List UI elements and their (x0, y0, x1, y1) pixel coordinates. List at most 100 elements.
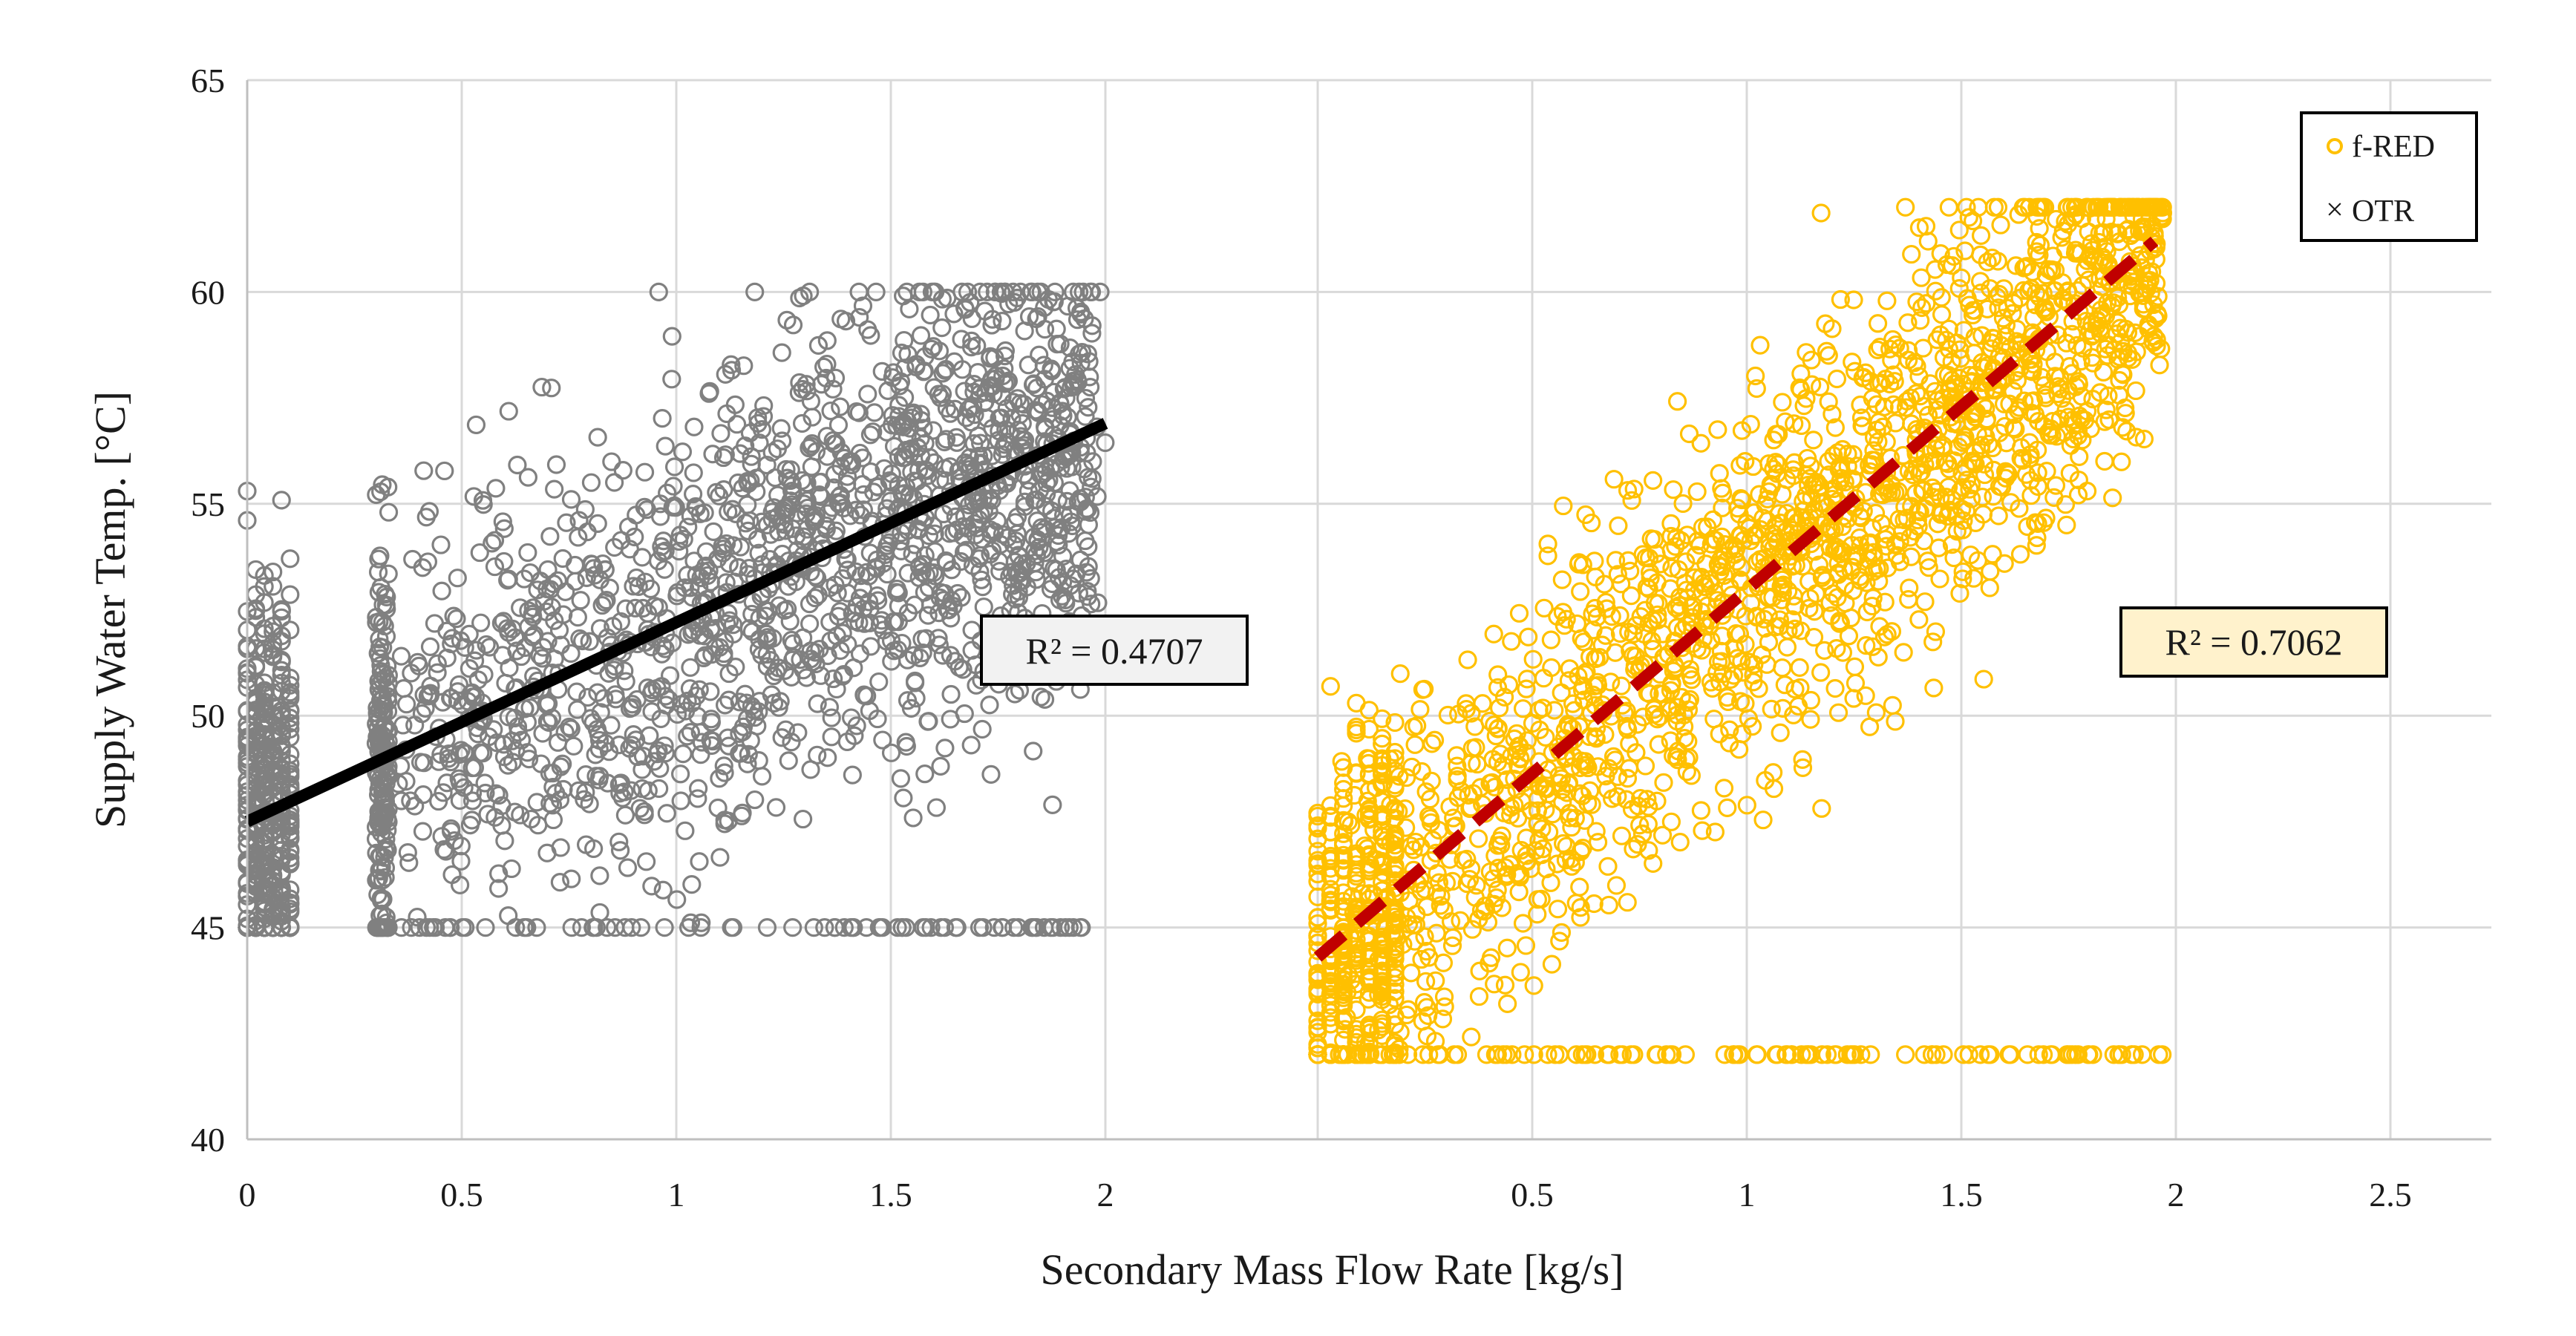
otr-point (884, 436, 904, 456)
otr-point (586, 917, 606, 937)
f-red-point (1718, 798, 1737, 817)
f-red-point (1785, 679, 1805, 699)
otr-point (906, 673, 925, 692)
f-red-point (1819, 392, 1838, 411)
otr-point (1021, 282, 1041, 301)
f-red-point (1536, 727, 1555, 747)
f-red-point (1990, 284, 2009, 304)
otr-point (403, 549, 422, 569)
otr-point (1013, 571, 1032, 591)
otr-point (379, 917, 398, 937)
otr-point (577, 568, 596, 587)
otr-point (448, 569, 467, 588)
f-red-point (1347, 874, 1366, 893)
f-red-point (1390, 1039, 1409, 1058)
otr-point (794, 494, 814, 514)
otr-point (367, 714, 386, 733)
f-red-point (1373, 855, 1392, 874)
f-red-point (1308, 803, 1327, 823)
f-red-point (1406, 915, 1426, 934)
f-red-point (2147, 336, 2166, 356)
otr-point (723, 917, 743, 937)
otr-point (372, 690, 392, 709)
f-red-point (1869, 647, 1888, 667)
otr-point (281, 686, 300, 705)
otr-point (739, 521, 758, 540)
otr-point (600, 578, 619, 597)
otr-point (576, 782, 595, 802)
otr-point (817, 354, 837, 374)
f-red-point (1693, 517, 1713, 537)
otr-point (545, 479, 564, 499)
f-red-point (2127, 342, 2146, 361)
legend-label-f-red: f-RED (2352, 130, 2435, 164)
f-red-point (1777, 638, 1797, 657)
f-red-point (1577, 756, 1596, 775)
f-red-point (1451, 911, 1470, 930)
f-red-point (1732, 652, 1751, 671)
otr-point (376, 868, 395, 887)
otr-point (846, 500, 866, 520)
f-red-point (1495, 975, 1515, 995)
otr-point (766, 798, 786, 817)
otr-point (811, 666, 831, 685)
otr-point (1088, 593, 1108, 612)
f-red-point (1321, 677, 1340, 696)
f-red-point (1308, 926, 1327, 945)
otr-point (611, 612, 630, 632)
f-red-point (2140, 270, 2160, 290)
f-red-point (2153, 1045, 2172, 1064)
f-red-point (1467, 876, 1486, 895)
otr-point (681, 658, 700, 677)
otr-point (996, 420, 1016, 439)
otr-point (1027, 309, 1046, 329)
otr-point (706, 638, 725, 657)
otr-point (929, 629, 948, 648)
f-red-point (1915, 1045, 1934, 1064)
otr-point (719, 664, 739, 684)
legend-entry-otr: × OTR (2326, 193, 2414, 229)
f-red-point (1385, 944, 1405, 964)
f-red-point (2019, 281, 2039, 301)
otr-point (843, 765, 862, 785)
f-red-point (1786, 555, 1805, 575)
otr-point (1082, 316, 1102, 335)
otr-point (801, 391, 821, 411)
otr-point (428, 654, 447, 673)
f-red-point (1359, 1015, 1379, 1035)
f-red-point (2001, 493, 2021, 512)
f-red-point (1373, 762, 1392, 781)
legend: f-RED × OTR (2300, 111, 2478, 242)
f-red-point (1598, 857, 1618, 876)
otr-point (433, 692, 453, 712)
otr-point (538, 632, 558, 651)
f-red-point (1856, 686, 1875, 705)
f-red-point (1511, 865, 1530, 884)
f-red-point (1462, 920, 1482, 939)
f-red-point (1562, 857, 1581, 876)
otr-point (789, 383, 808, 402)
otr-point (1010, 405, 1030, 425)
f-red-point (1621, 561, 1640, 580)
f-red-point (1554, 496, 1573, 516)
f-red-point (1876, 370, 1895, 389)
otr-point (780, 612, 800, 631)
otr-point (635, 462, 655, 482)
otr-point (865, 403, 884, 422)
f-red-point (2029, 197, 2048, 217)
f-red-point (2079, 1045, 2098, 1064)
f-red-point (1681, 766, 1701, 785)
f-red-point (2079, 270, 2099, 289)
otr-point (881, 631, 901, 650)
otr-point (953, 660, 972, 679)
otr-point (511, 598, 530, 618)
otr-point (882, 652, 901, 671)
f-red-point (1488, 858, 1508, 878)
otr-point (489, 879, 509, 898)
f-red-point (1498, 994, 1517, 1013)
otr-point (808, 335, 828, 355)
f-red-point (1779, 620, 1798, 641)
f-red-point (2003, 304, 2022, 323)
otr-point (396, 695, 416, 714)
otr-point (506, 741, 526, 761)
